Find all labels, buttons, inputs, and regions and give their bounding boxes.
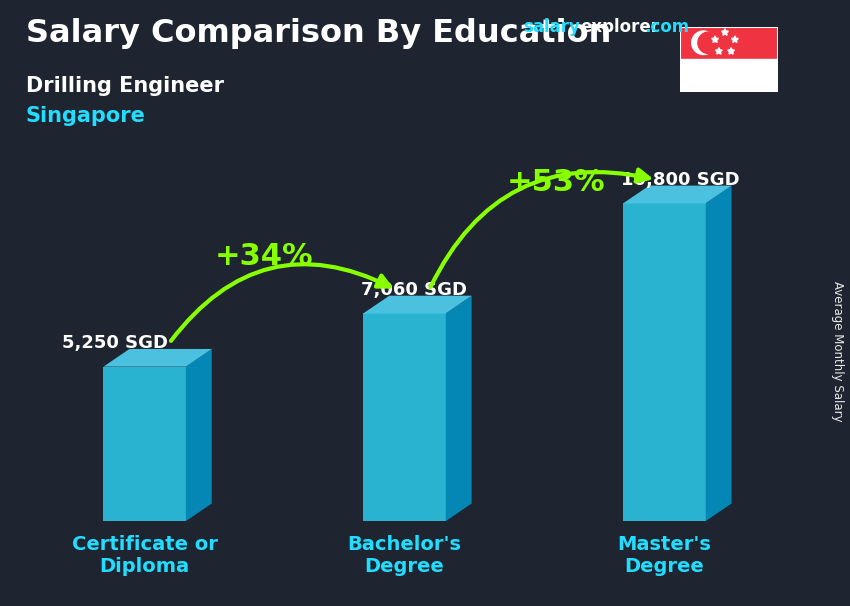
Text: 5,250 SGD: 5,250 SGD: [62, 334, 168, 352]
Polygon shape: [104, 349, 212, 367]
Bar: [680, 27, 778, 59]
Text: .com: .com: [644, 18, 689, 36]
Text: +34%: +34%: [214, 242, 313, 271]
Text: explorer: explorer: [581, 18, 660, 36]
Polygon shape: [186, 349, 212, 521]
Polygon shape: [722, 28, 728, 35]
Text: 10,800 SGD: 10,800 SGD: [621, 170, 740, 188]
Polygon shape: [732, 36, 739, 42]
Polygon shape: [711, 36, 718, 42]
Text: Singapore: Singapore: [26, 106, 145, 126]
FancyArrowPatch shape: [171, 264, 389, 341]
Polygon shape: [698, 32, 719, 53]
Polygon shape: [706, 185, 732, 521]
Polygon shape: [445, 296, 472, 521]
Text: Average Monthly Salary: Average Monthly Salary: [830, 281, 844, 422]
Polygon shape: [728, 48, 734, 54]
Bar: [680, 59, 778, 92]
Text: Salary Comparison By Education: Salary Comparison By Education: [26, 18, 611, 49]
Text: 7,060 SGD: 7,060 SGD: [361, 281, 468, 299]
Polygon shape: [623, 185, 732, 203]
Polygon shape: [716, 48, 722, 54]
Text: Drilling Engineer: Drilling Engineer: [26, 76, 224, 96]
FancyArrowPatch shape: [430, 170, 649, 287]
Polygon shape: [104, 367, 186, 521]
Text: +53%: +53%: [507, 168, 605, 197]
Polygon shape: [623, 203, 705, 521]
Polygon shape: [363, 296, 472, 313]
Polygon shape: [363, 313, 445, 521]
Polygon shape: [692, 31, 715, 55]
Text: salary: salary: [523, 18, 580, 36]
